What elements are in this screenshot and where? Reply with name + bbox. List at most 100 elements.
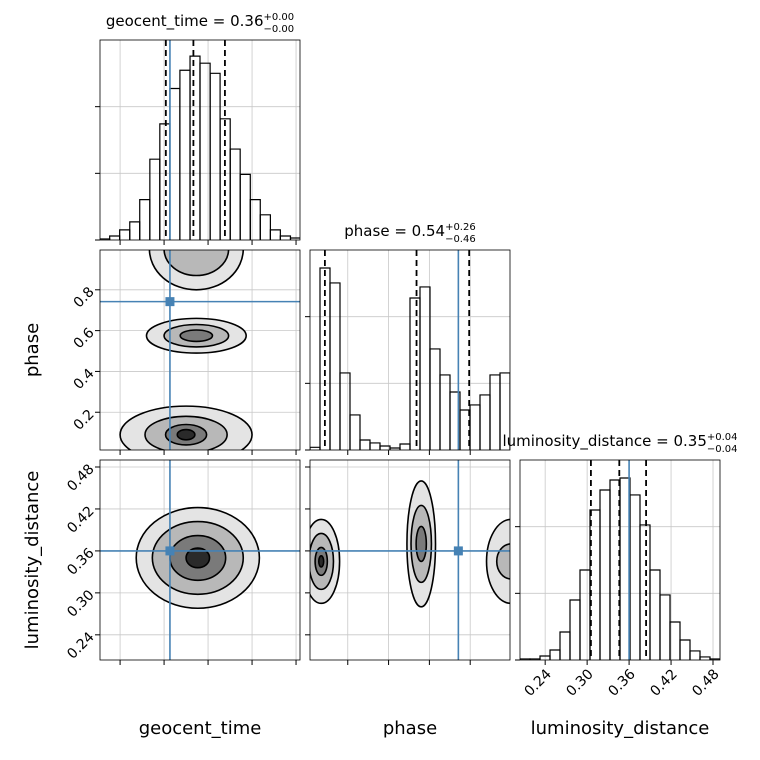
histogram-bin — [559, 631, 571, 660]
histogram-bin — [629, 494, 641, 660]
histogram-bin — [119, 229, 131, 240]
x-tick-label: 0.24 — [521, 666, 554, 699]
panel-frame — [99, 39, 301, 241]
title-minus: −0.00 — [264, 24, 295, 35]
histogram-bin — [149, 158, 161, 240]
histogram-bin — [419, 286, 431, 450]
histogram-bin — [109, 235, 121, 240]
histogram-bin — [159, 123, 171, 240]
panel-frame — [309, 459, 511, 661]
panel-content — [310, 250, 510, 450]
histogram-bin — [489, 374, 501, 450]
panel-content — [100, 40, 300, 240]
density-contour — [163, 250, 230, 277]
x-tick-label: 0.42 — [647, 666, 680, 699]
histogram-bin — [209, 72, 221, 240]
histogram-bin — [289, 237, 300, 240]
histogram-bin — [339, 372, 351, 450]
histogram-bin — [169, 87, 181, 240]
histogram-bin — [599, 489, 611, 660]
title-plus: +0.00 — [264, 12, 295, 23]
x-axis-label: phase — [383, 718, 437, 739]
histogram-bin — [409, 297, 421, 450]
histogram-bin — [669, 621, 681, 660]
y-tick-label: 0.36 — [64, 545, 97, 578]
histogram-bin — [469, 404, 481, 450]
panel-content — [310, 460, 510, 660]
truth-marker — [165, 297, 175, 307]
panel-frame — [519, 459, 721, 661]
histogram-bin — [129, 221, 141, 240]
histogram-bin — [199, 62, 211, 240]
histogram-bin — [639, 524, 651, 660]
panel-content — [100, 460, 300, 660]
histogram-bin — [689, 650, 701, 660]
histogram-bin — [399, 443, 411, 450]
y-axis-label: luminosity_distance — [22, 471, 43, 650]
y-tick-label: 0.8 — [71, 284, 98, 311]
histogram-bin — [229, 148, 241, 240]
density-contour — [485, 518, 510, 605]
y-tick-label: 0.48 — [64, 461, 97, 494]
truth-marker — [165, 546, 175, 556]
y-axis-label: phase — [22, 323, 43, 377]
y-tick-label: 0.6 — [71, 325, 98, 352]
x-tick-label: 0.30 — [563, 666, 596, 699]
y-tick-label: 0.30 — [64, 587, 97, 620]
density-contour — [495, 543, 510, 580]
histogram-bin — [139, 199, 151, 240]
title-minus: −0.46 — [445, 234, 476, 245]
y-tick-label: 0.24 — [64, 629, 97, 662]
histogram-bin — [369, 442, 381, 450]
histogram-bin — [659, 594, 671, 660]
truth-marker — [453, 546, 463, 556]
density-contour — [148, 250, 245, 291]
histogram-bin — [259, 214, 271, 240]
histogram-bin — [429, 348, 441, 450]
title-text: geocent_time = 0.36 — [106, 12, 264, 31]
panel-frame — [99, 249, 301, 451]
histogram-bin — [329, 282, 341, 450]
histogram-bin — [709, 658, 720, 660]
histogram-bin — [579, 569, 591, 660]
panel-title: geocent_time = 0.36+0.00 −0.00 — [106, 12, 294, 35]
panel-frame — [309, 249, 511, 451]
title-minus: −0.04 — [707, 444, 738, 455]
histogram-bin — [239, 173, 251, 240]
histogram-bin — [189, 55, 201, 240]
y-tick-label: 0.2 — [71, 407, 98, 434]
histogram-bin — [679, 639, 691, 660]
panel-title: phase = 0.54+0.26 −0.46 — [344, 222, 475, 245]
density-contour — [415, 525, 428, 563]
panel-frame — [99, 459, 301, 661]
histogram-bin — [569, 599, 581, 660]
density-contour — [176, 428, 196, 441]
density-contour — [179, 329, 214, 343]
histogram-bin — [699, 656, 711, 660]
density-contour — [185, 547, 211, 569]
histogram-bin — [549, 649, 561, 660]
histogram-bin — [499, 372, 510, 450]
histogram-bin — [179, 69, 191, 240]
histogram-bin — [279, 235, 292, 240]
title-plus: +0.26 — [445, 222, 476, 233]
title-text: phase = 0.54 — [344, 222, 445, 240]
histogram-bin — [269, 229, 281, 240]
histogram-bin — [359, 439, 371, 450]
histogram-bin — [349, 414, 361, 450]
x-tick-label: 0.36 — [605, 666, 638, 699]
y-tick-label: 0.4 — [71, 366, 98, 393]
density-contour — [317, 555, 325, 568]
x-axis-label: geocent_time — [139, 718, 262, 739]
histogram-bin — [479, 394, 491, 450]
x-tick-label: 0.48 — [689, 666, 722, 699]
y-tick-label: 0.42 — [64, 503, 97, 536]
histogram-bin — [649, 569, 661, 660]
panel-content — [520, 460, 720, 660]
title-text: luminosity_distance = 0.35 — [502, 432, 706, 451]
title-plus: +0.04 — [707, 432, 738, 443]
x-axis-label: luminosity_distance — [531, 718, 710, 739]
panel-title: luminosity_distance = 0.35+0.04 −0.04 — [502, 432, 737, 455]
histogram-bin — [439, 374, 451, 450]
